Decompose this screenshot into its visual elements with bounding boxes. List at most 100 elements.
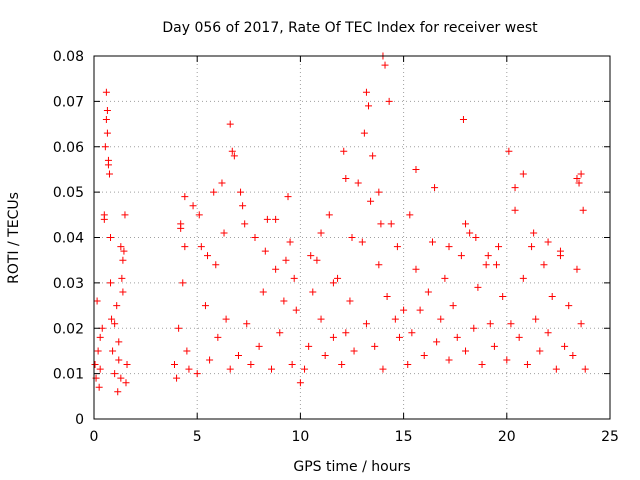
data-point xyxy=(350,347,358,355)
data-point xyxy=(113,302,121,310)
data-point xyxy=(540,261,548,269)
data-point xyxy=(95,383,103,391)
data-point xyxy=(371,342,379,350)
data-point xyxy=(365,102,373,110)
data-point xyxy=(577,170,585,178)
x-tick-labels: 0 5 10 15 20 25 xyxy=(90,429,619,445)
data-point xyxy=(492,261,500,269)
grid-lines xyxy=(94,56,610,419)
data-point xyxy=(523,361,531,369)
data-point xyxy=(94,347,102,355)
data-point xyxy=(181,243,189,251)
data-point xyxy=(226,365,234,373)
data-point xyxy=(433,338,441,346)
x-tick-label: 20 xyxy=(498,429,516,445)
data-point xyxy=(301,365,309,373)
data-point xyxy=(346,297,354,305)
data-point xyxy=(383,292,391,300)
data-point xyxy=(234,351,242,359)
data-point xyxy=(226,120,234,128)
data-point xyxy=(288,361,296,369)
data-point xyxy=(515,333,523,341)
data-point xyxy=(462,220,470,228)
data-point xyxy=(573,265,581,273)
data-point xyxy=(431,184,439,192)
data-point xyxy=(119,256,127,264)
data-point xyxy=(109,347,117,355)
data-point xyxy=(511,206,519,214)
data-point xyxy=(474,283,482,291)
data-point xyxy=(102,88,110,96)
data-point xyxy=(183,347,191,355)
data-point xyxy=(393,243,401,251)
y-tick-label: 0.06 xyxy=(53,140,84,156)
data-point xyxy=(511,184,519,192)
y-axis-title: ROTI / TECUs xyxy=(6,192,22,284)
y-tick-label: 0.02 xyxy=(53,321,84,337)
x-tick-label: 0 xyxy=(90,429,99,445)
data-point xyxy=(406,211,414,219)
data-point xyxy=(177,224,185,232)
data-point xyxy=(441,274,449,282)
data-point xyxy=(195,211,203,219)
chart-title: Day 056 of 2017, Rate Of TEC Index for r… xyxy=(162,20,538,36)
data-point xyxy=(107,279,115,287)
data-point xyxy=(222,315,230,323)
data-point xyxy=(263,215,271,223)
data-point xyxy=(569,351,577,359)
data-point xyxy=(385,97,393,105)
data-point xyxy=(100,215,108,223)
data-point xyxy=(412,265,420,273)
data-point xyxy=(462,347,470,355)
data-point xyxy=(532,315,540,323)
data-point xyxy=(101,143,109,151)
data-point xyxy=(119,288,127,296)
data-point xyxy=(193,370,201,378)
y-tick-label: 0 xyxy=(75,412,84,428)
data-point xyxy=(305,342,313,350)
data-point xyxy=(377,220,385,228)
data-point xyxy=(503,356,511,364)
data-point xyxy=(490,342,498,350)
data-point xyxy=(204,252,212,260)
data-point xyxy=(243,320,251,328)
data-point xyxy=(220,229,228,237)
x-tick-label: 15 xyxy=(395,429,413,445)
data-point xyxy=(544,329,552,337)
data-point xyxy=(505,147,513,155)
data-point xyxy=(107,234,115,241)
y-tick-label: 0.03 xyxy=(53,276,84,292)
data-point xyxy=(115,356,123,364)
data-point xyxy=(108,315,116,323)
data-point xyxy=(212,261,220,269)
data-point xyxy=(428,238,436,246)
data-point xyxy=(528,243,536,251)
data-point xyxy=(104,161,112,169)
data-point xyxy=(348,234,356,241)
data-point xyxy=(340,147,348,155)
data-point xyxy=(581,365,589,373)
data-point xyxy=(342,175,350,183)
data-point xyxy=(317,229,325,237)
data-point xyxy=(577,320,585,328)
data-point xyxy=(369,152,377,160)
data-point xyxy=(375,188,383,196)
data-point xyxy=(437,315,445,323)
data-point xyxy=(181,193,189,201)
axis-ticks xyxy=(93,55,611,420)
data-point xyxy=(117,374,125,382)
data-point xyxy=(536,347,544,355)
data-point xyxy=(114,388,122,396)
data-point xyxy=(507,320,515,328)
data-point xyxy=(280,297,288,305)
data-point xyxy=(282,256,290,264)
data-point xyxy=(296,379,304,387)
data-point xyxy=(466,229,474,237)
data-point xyxy=(284,193,292,201)
data-point xyxy=(556,247,564,255)
data-point xyxy=(96,365,104,373)
data-point xyxy=(259,288,267,296)
data-point xyxy=(170,361,178,369)
data-point xyxy=(272,215,280,223)
data-point xyxy=(123,361,131,369)
